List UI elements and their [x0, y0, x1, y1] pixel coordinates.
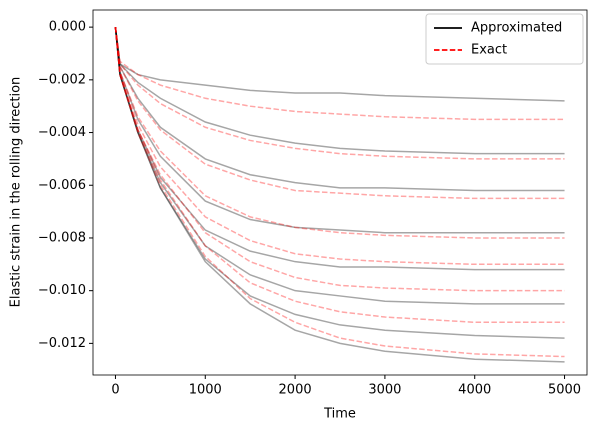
y-tick-label: −0.002 — [38, 72, 86, 87]
legend-label: Approximated — [471, 21, 562, 36]
data-line — [114, 27, 565, 192]
data-line — [114, 27, 565, 200]
x-tick-label: 4000 — [458, 383, 491, 398]
legend-box — [425, 13, 584, 65]
data-line — [114, 27, 565, 324]
plot-frame — [92, 9, 588, 376]
data-line — [114, 27, 565, 160]
data-line — [114, 27, 565, 102]
data-line — [114, 27, 565, 234]
y-tick-label: 0.000 — [49, 20, 86, 35]
y-tick-label: −0.008 — [38, 230, 86, 245]
plot-lines — [114, 27, 565, 363]
x-tick-label: 0 — [111, 383, 119, 398]
data-line — [114, 27, 565, 121]
x-tick-label: 1000 — [189, 383, 222, 398]
y-tick-label: −0.012 — [38, 336, 86, 351]
y-tick-label: −0.004 — [38, 125, 86, 140]
data-line — [114, 27, 565, 358]
x-tick-label: 3000 — [368, 383, 401, 398]
data-line — [114, 27, 565, 266]
x-axis-label: Time — [323, 407, 356, 422]
data-line — [114, 27, 565, 305]
data-line — [114, 27, 565, 239]
data-line — [114, 27, 565, 363]
y-tick-label: −0.006 — [38, 178, 86, 193]
data-line — [114, 27, 565, 339]
y-axis-label: Elastic strain in the rolling direction — [9, 77, 24, 308]
data-line — [114, 27, 565, 155]
data-line — [114, 27, 565, 292]
x-tick-label: 5000 — [548, 383, 581, 398]
y-tick-label: −0.010 — [38, 283, 86, 298]
legend-label: Exact — [471, 43, 507, 58]
data-line — [114, 27, 565, 271]
x-tick-label: 2000 — [279, 383, 312, 398]
